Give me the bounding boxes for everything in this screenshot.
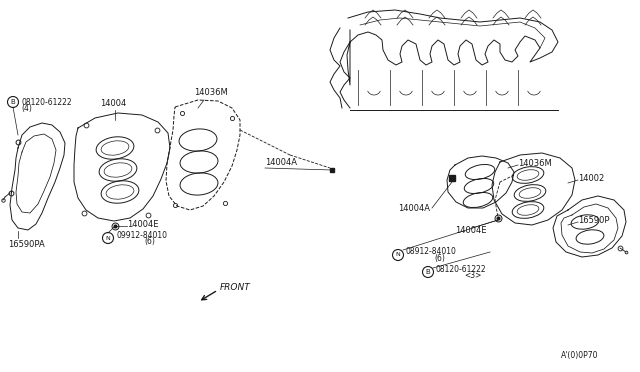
Text: <3>: <3> <box>464 270 481 279</box>
Text: 14004E: 14004E <box>127 219 159 228</box>
Text: FRONT: FRONT <box>220 283 251 292</box>
Text: N: N <box>106 235 110 241</box>
Text: 14004E: 14004E <box>455 225 486 234</box>
Text: 08912-84010: 08912-84010 <box>406 247 457 257</box>
Text: B: B <box>426 269 430 275</box>
Text: 16590P: 16590P <box>578 215 609 224</box>
Text: (6): (6) <box>434 253 445 263</box>
Text: 16590PA: 16590PA <box>8 240 45 249</box>
Text: 14004A: 14004A <box>265 157 297 167</box>
Text: 14036M: 14036M <box>194 88 228 97</box>
Text: 08120-61222: 08120-61222 <box>436 264 486 273</box>
Text: 08120-61222: 08120-61222 <box>21 97 72 106</box>
Text: (4): (4) <box>21 103 32 112</box>
Text: A'(0)0P70: A'(0)0P70 <box>561 351 598 360</box>
Text: 14004: 14004 <box>100 99 126 108</box>
Text: 14004A: 14004A <box>398 203 430 212</box>
Text: 14002: 14002 <box>578 173 604 183</box>
Text: B: B <box>11 99 15 105</box>
Text: N: N <box>396 253 401 257</box>
Text: 09912-84010: 09912-84010 <box>116 231 167 240</box>
Text: 14036M: 14036M <box>518 158 552 167</box>
Text: (6): (6) <box>144 237 155 246</box>
